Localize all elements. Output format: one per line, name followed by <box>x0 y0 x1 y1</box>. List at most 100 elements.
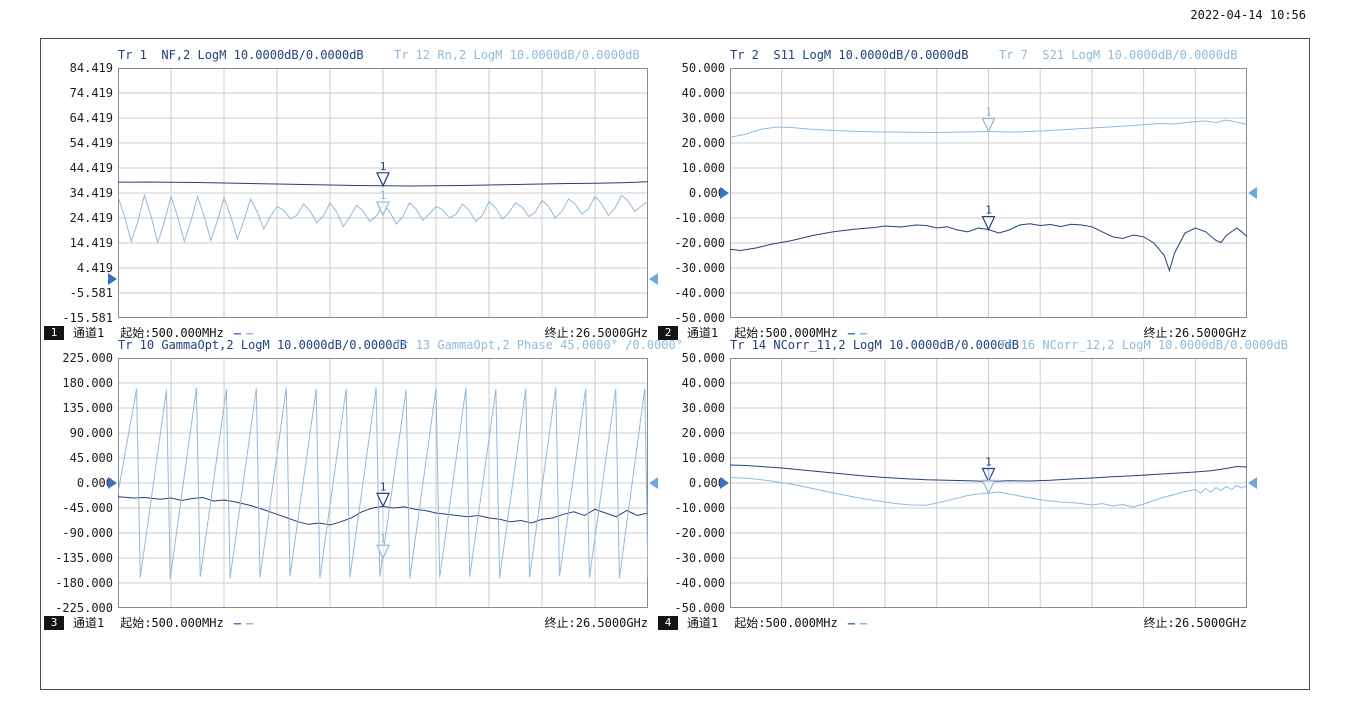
reference-level-arrow-right[interactable] <box>1248 477 1257 489</box>
trace-title-tr12[interactable]: Tr 12 Rn,2 LogM 10.0000dB/0.0000dB <box>394 48 640 62</box>
trace-light <box>730 477 1247 508</box>
y-axis-tick-label: 30.000 <box>681 111 725 125</box>
trace-title-tr1[interactable]: Tr 1 NF,2 LogM 10.0000dB/0.0000dB <box>118 48 364 62</box>
trace-dash-dark: — <box>233 325 241 340</box>
reference-level-arrow-right[interactable] <box>649 273 658 286</box>
channel-number-badge[interactable]: 2 <box>658 325 678 340</box>
y-axis-tick-label: 4.419 <box>76 261 113 275</box>
y-axis-tick-label: -20.000 <box>674 526 725 540</box>
channel-number-badge[interactable]: 1 <box>44 325 64 340</box>
plot-grid-area[interactable]: 11 <box>730 358 1247 608</box>
stop-frequency-label: 终止:26.5000GHz <box>544 616 648 630</box>
marker-number-label: 1 <box>380 532 387 545</box>
marker-triangle[interactable] <box>376 201 390 217</box>
trace-dash-light: — <box>859 615 868 630</box>
channel-3-status-bar: 3 通道1 起始:500.000MHz — — 终止:26.5000GHz <box>44 614 648 631</box>
y-axis-tick-label: -90.000 <box>62 526 113 540</box>
y-axis-tick-label: -10.000 <box>674 501 725 515</box>
channel-4-status-bar: 4 通道1 起始:500.000MHz — — 终止:26.5000GHz <box>658 614 1247 631</box>
y-axis-tick-label: -180.000 <box>55 576 113 590</box>
y-axis-tick-label: 0.000 <box>688 186 725 200</box>
reference-level-arrow-right[interactable] <box>649 477 658 489</box>
y-axis-tick-label: 74.419 <box>69 86 113 100</box>
y-axis-tick-label: -225.000 <box>55 601 113 615</box>
reference-level-arrow-left[interactable] <box>720 477 729 489</box>
marker-triangle[interactable] <box>376 172 390 188</box>
marker-number-label: 1 <box>985 106 992 119</box>
y-axis-tick-label: 40.000 <box>681 376 725 390</box>
grid-border <box>118 358 648 608</box>
y-axis-tick-label: -10.000 <box>674 211 725 225</box>
marker-triangle[interactable] <box>981 216 996 232</box>
stop-frequency-label: 终止:26.5000GHz <box>1143 616 1247 630</box>
reference-level-arrow-left[interactable] <box>108 477 117 489</box>
trace-light <box>118 387 648 579</box>
trace-title-tr7[interactable]: Tr 7 S21 LogM 10.0000dB/0.0000dB <box>999 48 1238 62</box>
marker-triangle[interactable] <box>981 479 996 495</box>
trace-title-tr2[interactable]: Tr 2 S11 LogM 10.0000dB/0.0000dB <box>730 48 969 62</box>
y-axis-tick-label: -30.000 <box>674 261 725 275</box>
y-axis-tick-label: -40.000 <box>674 286 725 300</box>
y-axis-tick-label: 0.000 <box>688 476 725 490</box>
start-frequency-label: 起始:500.000MHz <box>120 326 224 340</box>
y-axis-tick-label: 40.000 <box>681 86 725 100</box>
trace-title-tr14[interactable]: Tr 14 NCorr_11,2 LogM 10.0000dB/0.0000dB <box>730 338 1019 352</box>
y-axis-tick-label: 50.000 <box>681 351 725 365</box>
trace-dark <box>730 464 1247 483</box>
channel-number-badge[interactable]: 3 <box>44 615 64 630</box>
marker-triangle[interactable] <box>376 492 390 508</box>
y-axis-tick-label: -40.000 <box>674 576 725 590</box>
y-axis-tick-label: 10.000 <box>681 451 725 465</box>
marker-triangle[interactable] <box>376 544 390 560</box>
y-axis-tick-label: 45.000 <box>69 451 113 465</box>
stop-frequency-label: 终止:26.5000GHz <box>1143 326 1247 340</box>
trace-dash-dark: — <box>233 615 241 630</box>
y-axis-tick-label: 14.419 <box>69 236 113 250</box>
y-axis-tick-label: -20.000 <box>674 236 725 250</box>
marker-number-label: 1 <box>380 189 387 202</box>
channel-label: 通道1 <box>73 616 105 630</box>
y-axis-tick-label: -5.581 <box>69 286 113 300</box>
marker-number-label: 1 <box>985 455 992 468</box>
reference-level-arrow-left[interactable] <box>108 273 117 286</box>
plot-grid-area[interactable]: 11 <box>118 358 648 608</box>
trace-dark <box>730 223 1247 273</box>
trace-title-tr16[interactable]: Tr 16 NCorr_12,2 LogM 10.0000dB/0.0000dB <box>999 338 1288 352</box>
trace-title-tr13[interactable]: Tr 13 GammaOpt,2 Phase 45.0000° /0.0000° <box>394 338 683 352</box>
trace-dash-light: — <box>245 615 254 630</box>
reference-level-arrow-right[interactable] <box>1248 187 1257 199</box>
y-axis-tick-label: 44.419 <box>69 161 113 175</box>
y-axis-tick-label: 64.419 <box>69 111 113 125</box>
reference-level-arrow-left[interactable] <box>720 187 729 199</box>
channel-2-status-bar: 2 通道1 起始:500.000MHz — — 终止:26.5000GHz <box>658 324 1247 341</box>
grid-border <box>118 68 648 318</box>
trace-dark <box>118 496 648 526</box>
y-axis-tick-label: 54.419 <box>69 136 113 150</box>
trace-dash-dark: — <box>847 615 855 630</box>
channel-1-status-bar: 1 通道1 起始:500.000MHz — — 终止:26.5000GHz <box>44 324 648 341</box>
grid-border <box>730 68 1247 318</box>
channel-label: 通道1 <box>687 616 719 630</box>
channel-number-badge[interactable]: 4 <box>658 615 678 630</box>
y-axis-tick-label: 34.419 <box>69 186 113 200</box>
y-axis-tick-label: 0.000 <box>76 476 113 490</box>
y-axis-tick-label: 30.000 <box>681 401 725 415</box>
y-axis-tick-label: 135.000 <box>62 401 113 415</box>
y-axis-tick-label: -50.000 <box>674 311 725 325</box>
plot-grid-area[interactable]: 11 <box>730 68 1247 318</box>
system-clock: 2022-04-14 10:56 <box>1190 8 1306 22</box>
plot-grid-area[interactable]: 11 <box>118 68 648 318</box>
marker-number-label: 1 <box>985 467 992 480</box>
marker-triangle[interactable] <box>981 467 996 483</box>
trace-title-tr10[interactable]: Tr 10 GammaOpt,2 LogM 10.0000dB/0.0000dB <box>118 338 407 352</box>
grid-border <box>730 358 1247 608</box>
start-frequency-label: 起始:500.000MHz <box>734 326 838 340</box>
marker-triangle[interactable] <box>981 117 996 133</box>
start-frequency-label: 起始:500.000MHz <box>734 616 838 630</box>
y-axis-tick-label: 20.000 <box>681 426 725 440</box>
